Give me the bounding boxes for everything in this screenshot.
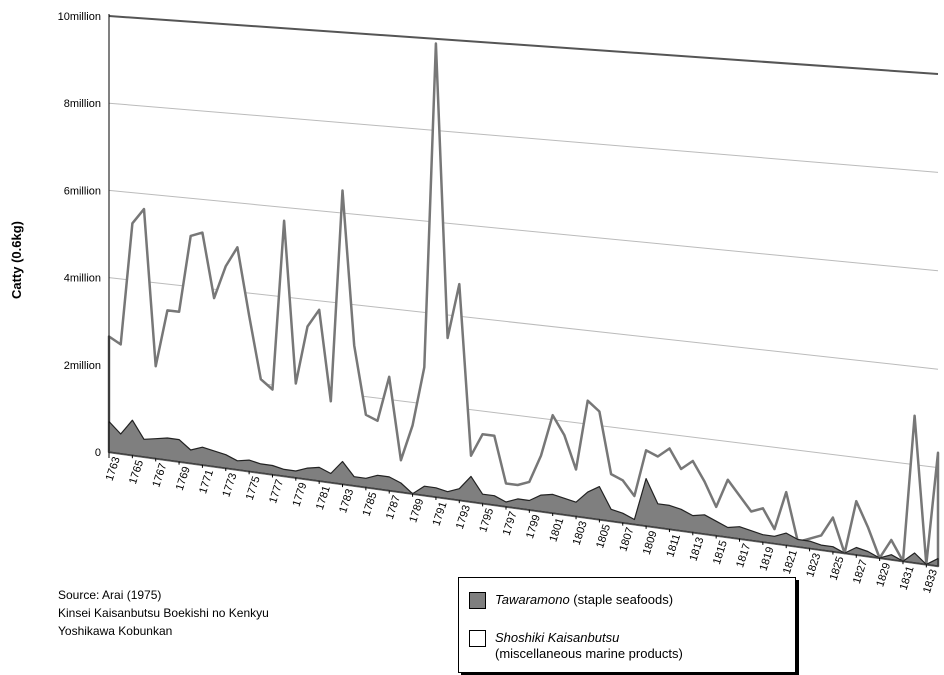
x-tick-label: 1831	[898, 565, 917, 592]
y-tick-label: 0	[95, 447, 101, 459]
gridlines	[108, 15, 939, 469]
x-tick-label: 1791	[431, 500, 450, 527]
legend-shoshiki-desc: (miscellaneous marine products)	[495, 646, 683, 661]
x-tick-label: 1773	[220, 472, 239, 499]
y-tick-label: 4million	[64, 273, 101, 285]
gridline	[108, 102, 939, 173]
series-shoshiki-area	[107, 42, 940, 568]
x-tick-label: 1829	[874, 561, 893, 588]
y-tick-label: 10million	[58, 11, 101, 23]
series-tawaramono-area	[108, 419, 939, 567]
x-tick-label: 1825	[828, 555, 847, 582]
x-tick-label: 1833	[921, 568, 940, 595]
legend-tawaramono-desc: (staple seafoods)	[569, 592, 674, 607]
x-tick-label: 1797	[501, 510, 520, 537]
x-axis-line	[108, 451, 939, 567]
x-tick-label: 1795	[477, 507, 496, 534]
x-tick-label: 1777	[267, 478, 286, 505]
x-tick-label: 1799	[524, 513, 543, 540]
x-tick-label: 1785	[361, 491, 380, 518]
legend-shoshiki-name: Shoshiki Kaisanbutsu	[495, 630, 620, 645]
y-tick-label: 6million	[64, 185, 101, 197]
x-tick-label: 1807	[617, 526, 636, 553]
x-tick-label: 1815	[711, 539, 730, 566]
plot-area	[107, 42, 940, 568]
legend: Tawaramono (staple seafoods) Shoshiki Ka…	[458, 577, 796, 673]
legend-swatch-shoshiki	[469, 630, 486, 647]
x-tick-label: 1767	[150, 462, 169, 489]
x-tick-label: 1783	[337, 488, 356, 515]
axes	[108, 14, 939, 567]
x-tick-label: 1803	[571, 520, 590, 547]
x-tick-label: 1809	[641, 529, 660, 556]
y-tick-label: 2million	[64, 360, 101, 372]
x-tick-label: 1787	[384, 494, 403, 521]
x-tick-label: 1769	[174, 465, 193, 492]
legend-swatch-tawaramono	[469, 592, 486, 609]
y-axis-label: Catty (0.6kg)	[9, 221, 24, 299]
source-line-3: Yoshikawa Kobunkan	[58, 624, 173, 638]
source-note: Source: Arai (1975) Kinsei Kaisanbutsu B…	[58, 586, 269, 640]
source-line-2: Kinsei Kaisanbutsu Boekishi no Kenkyu	[58, 606, 269, 620]
x-tick-label: 1827	[851, 558, 870, 585]
source-line-1: Source: Arai (1975)	[58, 588, 162, 602]
x-tick-label: 1781	[314, 484, 333, 511]
gridline	[108, 15, 939, 75]
x-tick-label: 1805	[594, 523, 613, 550]
x-tick-label: 1813	[688, 536, 707, 563]
gridline	[108, 277, 939, 370]
x-tick-label: 1765	[127, 459, 146, 486]
y-tick-labels: 0 2million 4million 6million 8million 10milli…	[58, 11, 101, 459]
legend-tawaramono-name: Tawaramono	[495, 592, 570, 607]
x-tick-label: 1793	[454, 504, 473, 531]
x-tick-labels: 1763 1765 1767 1769 1771 1773 1775 1777 1779 1781…	[104, 452, 940, 595]
x-tick-label: 1775	[244, 475, 263, 502]
x-tick-label: 1779	[291, 481, 310, 508]
x-tick-label: 1817	[734, 542, 753, 569]
x-tick-label: 1823	[804, 552, 823, 579]
x-tick-label: 1819	[758, 545, 777, 572]
x-tick-label: 1811	[664, 533, 683, 559]
x-tick-label: 1789	[407, 497, 426, 524]
x-tick-label: 1771	[197, 468, 216, 495]
x-tick-label: 1821	[781, 549, 800, 576]
y-tick-label: 8million	[64, 98, 101, 110]
x-tick-label: 1801	[547, 516, 566, 543]
x-tick-label: 1763	[104, 455, 123, 482]
gridline	[108, 189, 939, 272]
